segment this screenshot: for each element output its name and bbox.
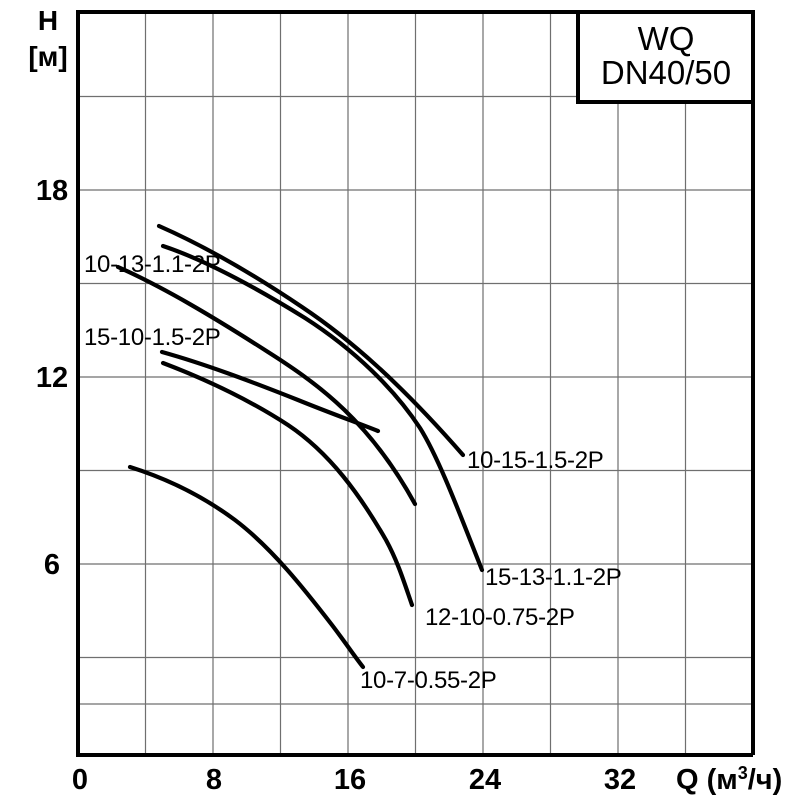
y-axis-unit: [м] bbox=[28, 41, 67, 72]
x-tick-labels: 0 8 16 24 32 Q (м3/ч) bbox=[72, 763, 782, 796]
curve-15-10-1.5-2P bbox=[159, 349, 381, 434]
curve-15-13-1.1-2P bbox=[160, 243, 485, 573]
y-tick-12: 12 bbox=[36, 362, 68, 394]
y-tick-18: 18 bbox=[36, 175, 68, 207]
title-box: WQ DN40/50 bbox=[576, 10, 755, 104]
x-tick-0: 0 bbox=[72, 764, 88, 796]
curve-label-10-7-0.55-2P: 10-7-0.55-2P bbox=[360, 667, 497, 694]
curve-10-7-0.55-2P bbox=[127, 464, 366, 670]
x-tick-32: 32 bbox=[604, 764, 636, 796]
plot-frame bbox=[76, 10, 755, 757]
curve-label-12-10-0.75-2P: 12-10-0.75-2P bbox=[425, 604, 575, 631]
vertical-gridlines bbox=[144, 10, 687, 755]
x-tick-8: 8 bbox=[206, 764, 222, 796]
y-tick-labels: 18 12 6 bbox=[36, 175, 68, 581]
curve-label-15-13-1.1-2P: 15-13-1.1-2P bbox=[485, 564, 622, 591]
curve-label-15-10-1.5-2P: 15-10-1.5-2P bbox=[84, 324, 221, 351]
y-axis-head: H [м] bbox=[28, 5, 67, 72]
y-axis-symbol: H bbox=[38, 5, 58, 36]
x-axis-unit: Q (м3/ч) bbox=[676, 763, 782, 796]
x-tick-16: 16 bbox=[334, 764, 366, 796]
y-tick-6: 6 bbox=[44, 549, 60, 581]
title-line1: WQ bbox=[638, 20, 695, 57]
curve-12-10-0.75-2P bbox=[160, 360, 415, 608]
title-line2: DN40/50 bbox=[601, 54, 731, 91]
curve-label-10-15-1.5-2P: 10-15-1.5-2P bbox=[467, 447, 604, 474]
x-tick-24: 24 bbox=[469, 764, 501, 796]
curve-10-15-1.5-2P bbox=[156, 223, 466, 458]
curve-labels: 10-13-1.1-2P 15-10-1.5-2P 10-15-1.5-2P 1… bbox=[84, 251, 622, 694]
curve-10-13-1.1-2P bbox=[115, 264, 418, 507]
curve-label-10-13-1.1-2P: 10-13-1.1-2P bbox=[84, 251, 221, 278]
